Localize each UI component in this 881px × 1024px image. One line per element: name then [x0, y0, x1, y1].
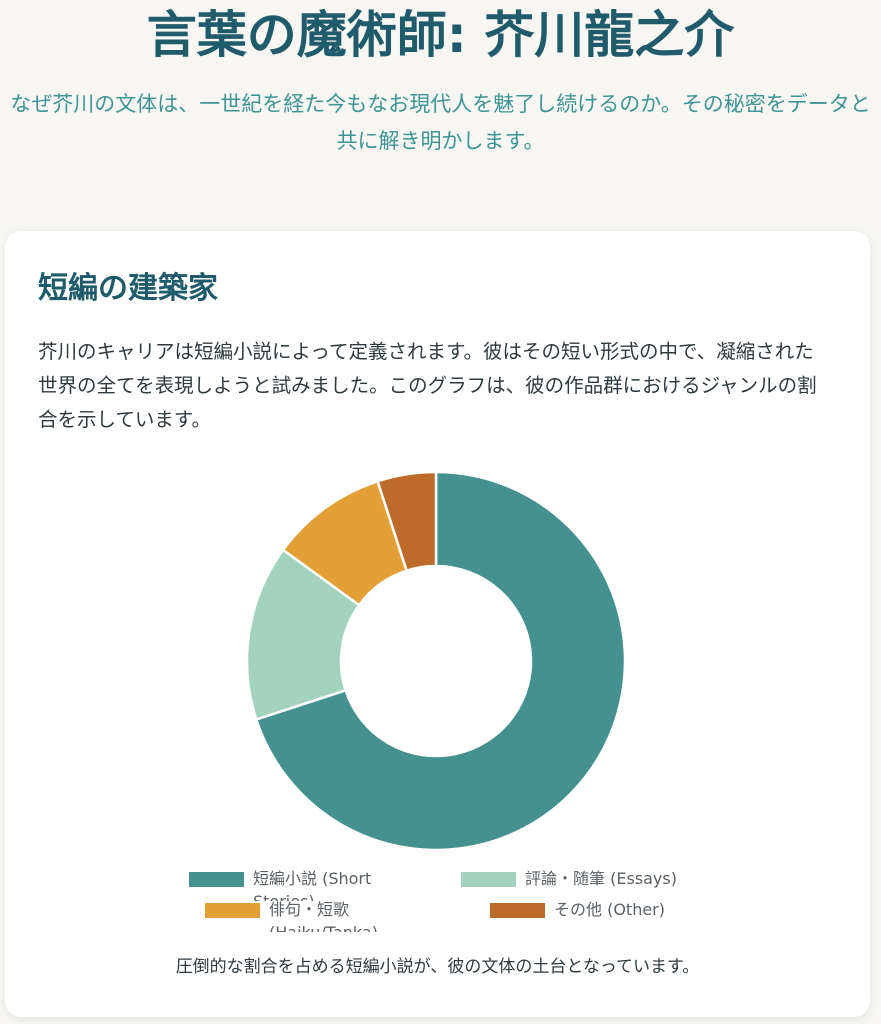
slice-short-stories[interactable] — [254, 470, 627, 852]
section-heading: 短編の建築家 — [38, 271, 218, 306]
genre-card: 短編の建築家 芥川のキャリアは短編小説によって定義されます。彼はその短い形式の中… — [5, 231, 870, 1017]
slice-other[interactable] — [376, 470, 438, 573]
section-description: 芥川のキャリアは短編小説によって定義されます。彼はその短い形式の中で、凝縮された… — [38, 340, 817, 431]
chart-caption: 圧倒的な割合を占める短編小説が、彼の文体の土台となっています。 — [175, 957, 700, 977]
page-title: 言葉の魔術師: 芥川龍之介 — [146, 6, 735, 64]
genre-doughnut-chart — [245, 470, 627, 852]
page-subtitle: なぜ芥川の文体は、一世紀を経た今もなお現代人を魅了し続けるのか。その秘密をデータ… — [10, 92, 871, 153]
chart-slices — [245, 470, 627, 852]
